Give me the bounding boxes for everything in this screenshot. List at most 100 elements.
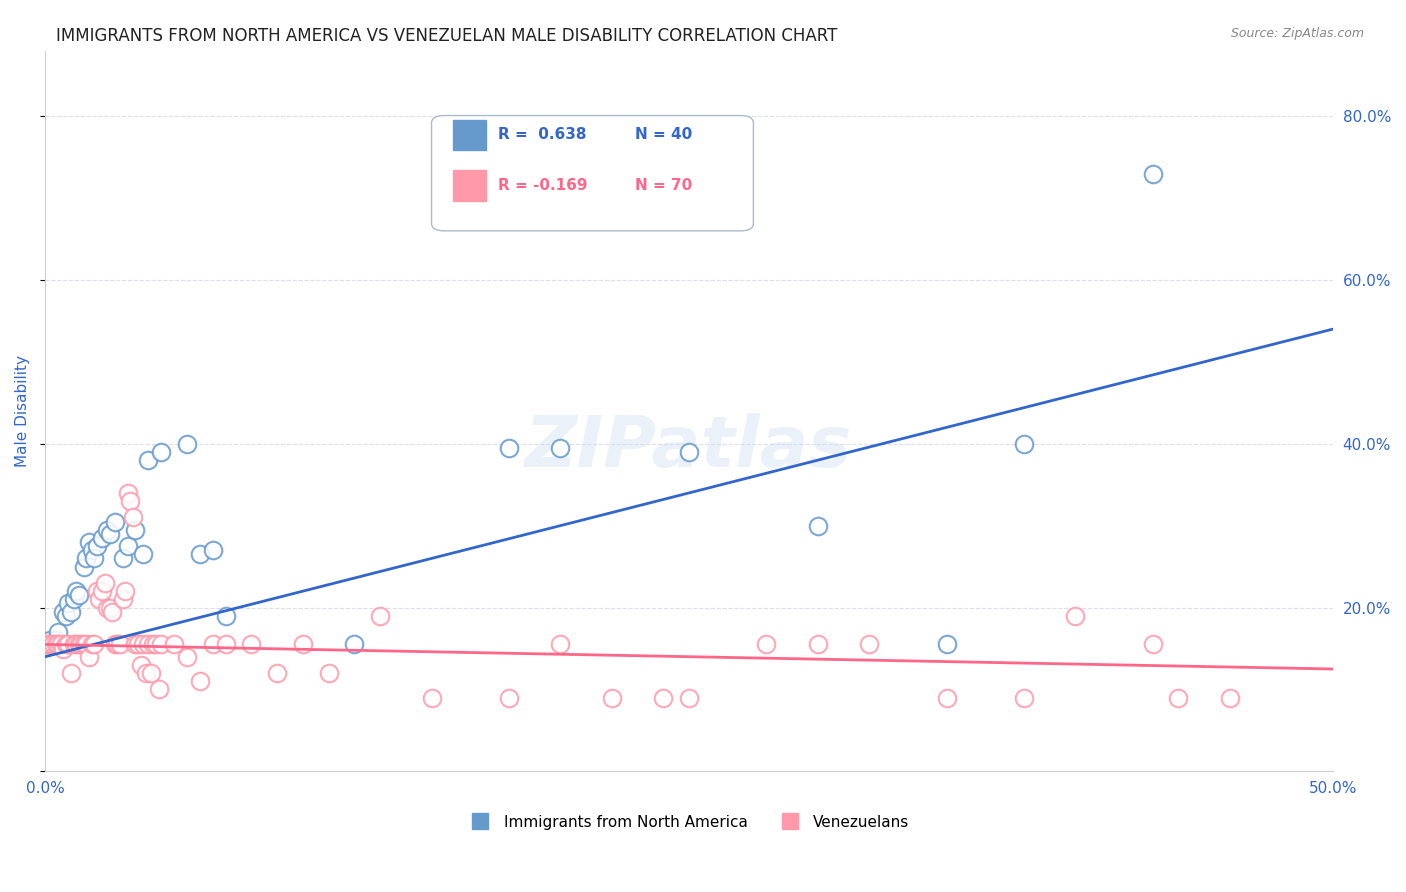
Y-axis label: Male Disability: Male Disability (15, 355, 30, 467)
Point (150, 637, 173, 651)
Point (1142, 167, 1164, 181)
Text: R = -0.169: R = -0.169 (499, 178, 588, 193)
Point (678, 445, 700, 459)
Point (114, 584, 136, 599)
Point (83, 551, 105, 566)
Point (1064, 608, 1087, 623)
Point (80, 543, 103, 558)
Point (93, 576, 115, 591)
Point (1012, 690, 1035, 705)
Point (39, 637, 62, 651)
Point (108, 637, 131, 651)
Point (132, 637, 155, 651)
Point (89, 592, 111, 607)
FancyBboxPatch shape (453, 120, 485, 150)
Point (755, 637, 778, 651)
Point (318, 666, 340, 681)
Point (368, 608, 391, 623)
Point (1219, 690, 1241, 705)
Point (39, 633, 62, 648)
Point (83, 637, 105, 651)
Point (76, 637, 98, 651)
Text: N = 70: N = 70 (636, 178, 692, 193)
Point (548, 441, 571, 455)
Text: R =  0.638: R = 0.638 (499, 128, 586, 143)
Point (136, 453, 159, 467)
Point (65, 584, 87, 599)
Point (105, 637, 128, 651)
FancyBboxPatch shape (432, 116, 754, 231)
Text: Source: ZipAtlas.com: Source: ZipAtlas.com (1230, 27, 1364, 40)
Text: IMMIGRANTS FROM NORTH AMERICA VS VENEZUELAN MALE DISABILITY CORRELATION CHART: IMMIGRANTS FROM NORTH AMERICA VS VENEZUE… (56, 27, 838, 45)
Point (90, 531, 112, 545)
Point (1012, 437, 1035, 451)
Point (117, 539, 139, 553)
Point (96, 523, 118, 537)
Point (135, 666, 157, 681)
Point (86, 539, 108, 553)
Point (42, 637, 65, 651)
Point (142, 637, 165, 651)
Point (86, 584, 108, 599)
Point (65, 637, 87, 651)
Point (55, 637, 77, 651)
Point (98, 526, 121, 541)
Point (96, 600, 118, 615)
Point (70, 637, 93, 651)
Point (62, 637, 84, 651)
Point (266, 666, 288, 681)
Point (73, 559, 96, 574)
Point (111, 592, 134, 607)
Point (935, 637, 957, 651)
Point (67, 637, 90, 651)
Point (104, 637, 127, 651)
Point (201, 637, 224, 651)
Point (1142, 637, 1164, 651)
Point (188, 547, 211, 561)
Point (111, 551, 134, 566)
Point (935, 690, 957, 705)
Point (150, 445, 173, 459)
Point (652, 690, 675, 705)
Point (124, 523, 146, 537)
Point (49, 637, 72, 651)
Point (45, 633, 67, 648)
Point (188, 674, 211, 689)
Point (127, 637, 149, 651)
Point (176, 437, 198, 451)
Point (132, 547, 155, 561)
Point (201, 543, 224, 558)
Point (58, 637, 80, 651)
Point (136, 637, 159, 651)
Text: N = 40: N = 40 (636, 128, 692, 143)
Point (148, 682, 170, 697)
Text: ZIPatlas: ZIPatlas (526, 413, 852, 482)
Point (1167, 690, 1189, 705)
Point (77, 649, 100, 664)
Point (101, 605, 124, 619)
Point (98, 600, 121, 615)
Point (600, 690, 623, 705)
Point (46, 625, 69, 640)
Point (62, 592, 84, 607)
Point (548, 637, 571, 651)
Point (67, 588, 90, 602)
Point (58, 597, 80, 611)
Point (498, 690, 520, 705)
Point (498, 441, 520, 455)
Point (46, 637, 69, 651)
Point (90, 584, 112, 599)
Point (807, 637, 830, 651)
Point (139, 666, 162, 681)
Point (129, 657, 152, 672)
Point (104, 515, 127, 529)
Point (117, 486, 139, 500)
Point (73, 637, 96, 651)
Point (420, 690, 443, 705)
FancyBboxPatch shape (453, 170, 485, 201)
Point (807, 518, 830, 533)
Point (120, 494, 142, 508)
Point (60, 605, 83, 619)
Point (214, 637, 236, 651)
Point (291, 637, 314, 651)
